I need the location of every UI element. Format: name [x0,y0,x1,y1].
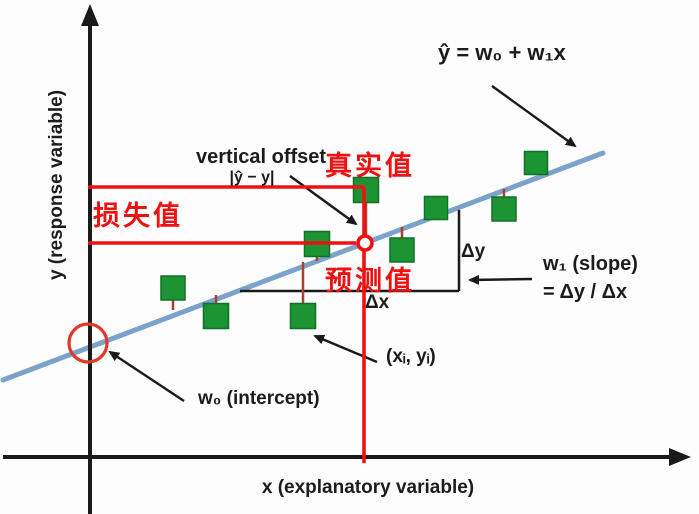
loss-value-label: 损失值 [93,201,183,232]
y-axis-arrowhead-icon [81,4,99,26]
predicted-value-label: 预测值 [325,266,415,297]
point-label-arrow [313,334,378,364]
delta-y-label: Δy [461,241,486,262]
true-value-label: 真实值 [325,151,415,182]
equation-label: ŷ = w₀ + w₁x [438,40,566,65]
data-point [352,176,380,204]
data-point [289,302,317,330]
vertical-offset-label: vertical offset [196,146,327,168]
vertical-offset-arrow [289,175,358,226]
y-axis-label: y (response variable) [46,89,67,281]
data-points-layer [160,150,549,330]
slope-arrow [468,274,533,285]
slope-label-line1: w₁ (slope) [543,253,638,275]
delta-x-label: Δx [365,292,390,313]
data-point [389,237,415,263]
intercept-label: w₀ (intercept) [198,388,320,409]
data-point [160,275,186,301]
equation-arrow [491,85,577,148]
x-axis-arrowhead-icon [669,448,691,466]
point-coordinates-label: (xᵢ, yᵢ) [386,346,436,367]
slope-label-line2: = Δy / Δx [543,281,628,303]
vertical-offset-formula: |ŷ − y| [229,169,275,186]
data-point [491,196,517,222]
intercept-arrow [108,350,185,403]
data-point [523,150,549,176]
intercept-marker [67,322,109,364]
x-axis-label: x (explanatory variable) [261,477,475,498]
predicted-point-marker [356,234,374,252]
data-point [423,195,449,221]
data-point [202,302,230,330]
